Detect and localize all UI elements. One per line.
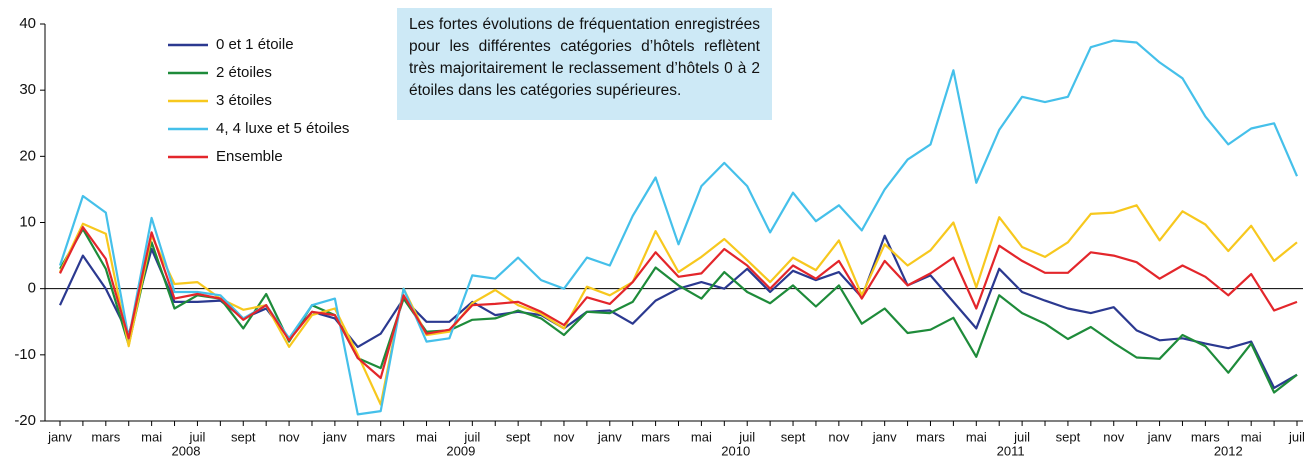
x-tick-label: janv [597,429,622,444]
y-tick-label: 10 [19,213,36,230]
year-label: 2011 [997,443,1025,458]
legend-label: Ensemble [216,148,283,165]
series-line [59,228,1298,394]
x-tick-label: sept [781,429,806,444]
y-tick-label: 40 [19,15,36,32]
x-tick-label: nov [279,429,300,444]
y-tick-label: 0 [28,280,36,297]
x-tick-label: sept [1056,429,1081,444]
x-tick-label: sept [506,429,531,444]
year-label: 2008 [172,443,201,458]
year-label: 2009 [446,443,475,458]
x-tick-label: nov [553,429,574,444]
y-tick-label: -20 [14,412,36,429]
legend-label: 0 et 1 étoile [216,36,294,53]
x-tick-label: juil [1288,429,1305,444]
x-tick-label: mai [141,429,162,444]
y-tick-label: -10 [14,346,36,363]
x-tick-label: juil [1013,429,1030,444]
x-tick-label: nov [828,429,849,444]
x-tick-label: mars [1191,429,1220,444]
x-tick-label: janv [1147,429,1172,444]
x-tick-label: mars [916,429,945,444]
annotation: Les fortes évolutions de fréquentation e… [397,8,772,120]
legend-label: 4, 4 luxe et 5 étoiles [216,120,349,137]
y-tick-label: 30 [19,81,36,98]
x-tick-label: mars [366,429,395,444]
x-tick-label: juil [463,429,480,444]
x-tick-label: nov [1103,429,1124,444]
y-tick-label: 20 [19,147,36,164]
x-tick-label: janv [47,429,72,444]
legend-label: 2 étoiles [216,64,272,81]
year-label: 2010 [721,443,750,458]
series-line [59,234,1298,389]
x-tick-label: mai [691,429,712,444]
x-tick-label: mars [91,429,120,444]
series-line [59,204,1298,406]
x-tick-label: mai [966,429,987,444]
x-tick-label: janv [322,429,347,444]
series-line [59,226,1298,380]
year-label: 2012 [1214,443,1243,458]
x-tick-label: sept [231,429,256,444]
x-tick-label: juil [188,429,205,444]
x-tick-label: mars [641,429,670,444]
x-tick-label: mai [1241,429,1262,444]
x-tick-label: juil [738,429,755,444]
x-tick-label: janv [872,429,897,444]
x-tick-label: mai [416,429,437,444]
legend-label: 3 étoiles [216,92,272,109]
